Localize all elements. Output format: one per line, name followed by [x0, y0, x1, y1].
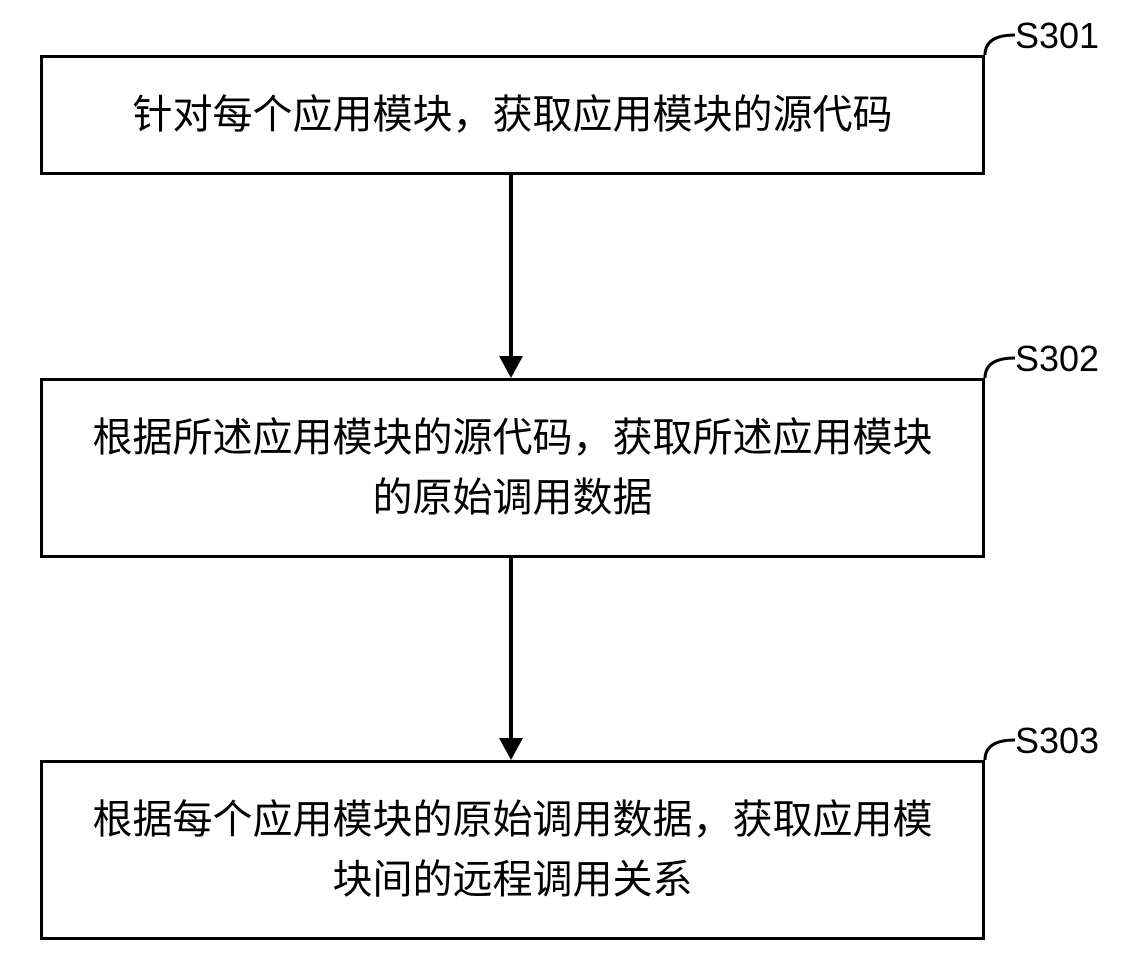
label-curve-s302 — [980, 338, 1020, 383]
label-curve-s303 — [980, 720, 1020, 765]
flowchart-node-s302: 根据所述应用模块的源代码，获取所述应用模块的原始调用数据 — [40, 378, 985, 558]
node-text-s301: 针对每个应用模块，获取应用模块的源代码 — [133, 85, 893, 145]
node-text-s302: 根据所述应用模块的源代码，获取所述应用模块的原始调用数据 — [73, 408, 952, 528]
label-curve-s301 — [980, 15, 1020, 60]
flowchart-node-s303: 根据每个应用模块的原始调用数据，获取应用模块间的远程调用关系 — [40, 760, 985, 940]
step-label-s301: S301 — [1015, 15, 1099, 57]
step-label-s302: S302 — [1015, 338, 1099, 380]
flowchart-node-s301: 针对每个应用模块，获取应用模块的源代码 — [40, 55, 985, 175]
arrow-line-2 — [509, 558, 513, 738]
arrow-line-1 — [509, 175, 513, 356]
node-text-s303: 根据每个应用模块的原始调用数据，获取应用模块间的远程调用关系 — [73, 790, 952, 910]
arrow-head-2 — [499, 738, 523, 760]
arrow-head-1 — [499, 356, 523, 378]
step-label-s303: S303 — [1015, 720, 1099, 762]
flowchart-container: 针对每个应用模块，获取应用模块的源代码 S301 根据所述应用模块的源代码，获取… — [0, 0, 1126, 967]
